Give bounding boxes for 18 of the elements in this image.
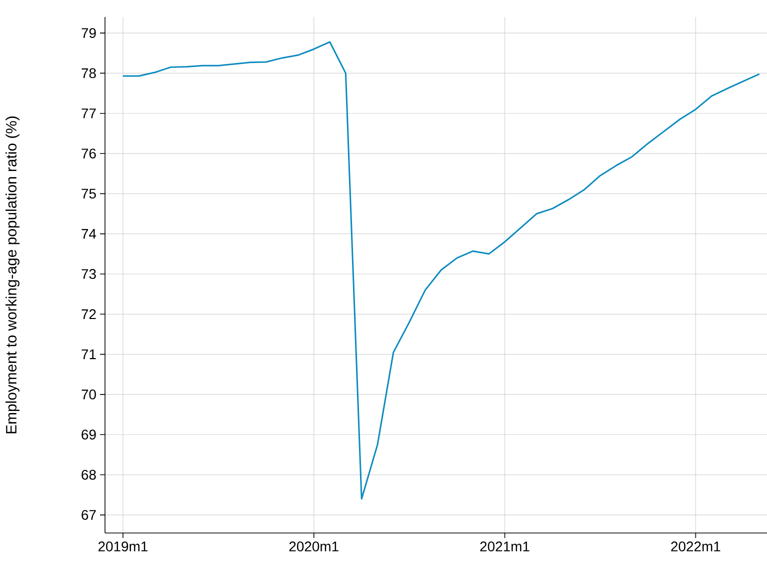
y-tick-label: 75 (82, 188, 96, 199)
x-tick-label: 2020m1 (289, 542, 338, 552)
y-tick-label: 69 (82, 430, 96, 440)
x-tick-label: 2019m1 (98, 542, 148, 552)
y-tick-label: 72 (82, 309, 96, 320)
y-tick-label: 67 (82, 510, 96, 520)
x-tick-label: 2021m1 (480, 542, 530, 552)
y-tick-label: 79 (82, 28, 96, 38)
y-tick-label: 68 (82, 470, 96, 480)
y-tick-label: 74 (82, 229, 96, 239)
y-tick-label: 77 (82, 108, 96, 118)
y-tick-label: 78 (82, 68, 96, 78)
x-tick-label: 2022m1 (671, 542, 720, 552)
y-axis-title: Employment to working-age population ratio (%) (6, 116, 20, 434)
y-tick-label: 73 (82, 269, 96, 279)
y-tick-label: 71 (82, 350, 96, 360)
y-tick-label: 76 (82, 148, 96, 158)
y-tick-label: 70 (82, 390, 96, 400)
